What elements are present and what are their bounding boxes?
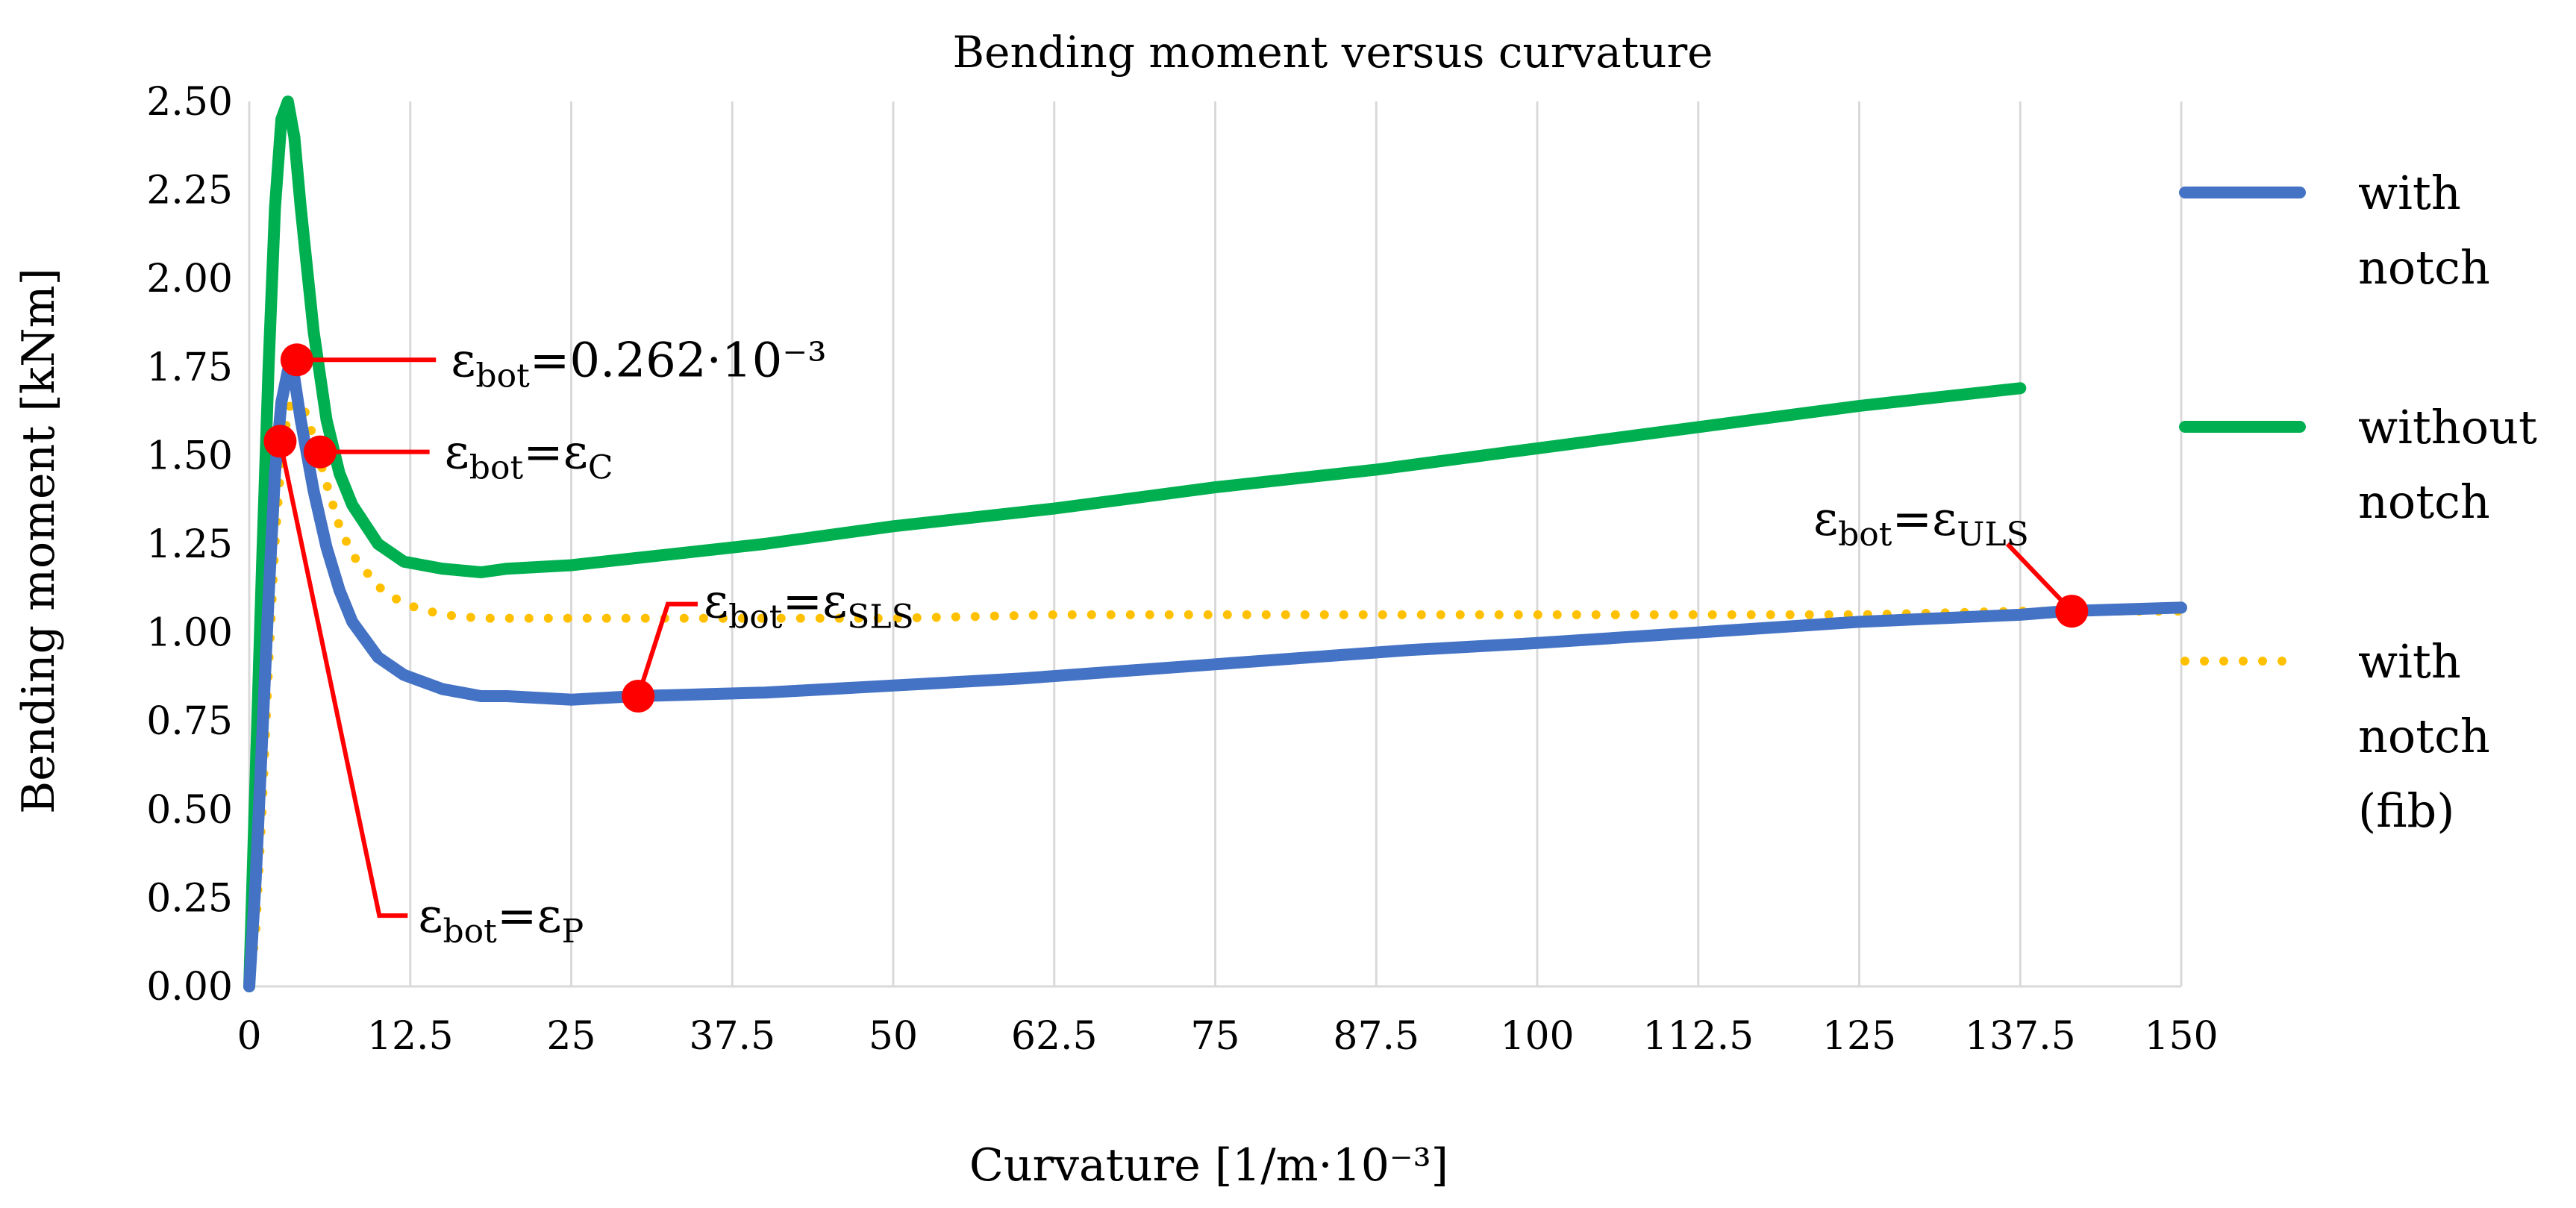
y-axis-title: Bending moment [kNm] <box>13 268 65 814</box>
annotation-label-eps-p: εbot=εP <box>418 889 584 951</box>
annotation-marker <box>263 425 297 458</box>
legend-label: notch <box>2358 240 2490 295</box>
y-tick-label: 1.75 <box>146 345 233 390</box>
vertical-gridlines <box>248 101 2183 986</box>
x-tick-label: 87.5 <box>1333 1014 1419 1059</box>
x-axis-title: Curvature [1/m·10⁻³] <box>969 1139 1448 1192</box>
x-tick-label: 125 <box>1822 1014 1896 1059</box>
x-tick-label: 112.5 <box>1642 1014 1754 1059</box>
series-line-without-notch <box>243 96 2027 992</box>
y-tick-label: 0.25 <box>146 876 233 921</box>
annotation-marker <box>280 343 313 377</box>
legend-label: notch <box>2358 475 2490 529</box>
x-tick-label: 0 <box>237 1014 261 1059</box>
x-tick-label: 75 <box>1190 1014 1239 1059</box>
x-tick-label: 150 <box>2144 1014 2218 1059</box>
y-tick-labels: 0.00 0.25 0.50 0.75 1.00 1.25 1.50 1.75 2.00 2.25… <box>146 80 233 1010</box>
legend-label: with <box>2358 634 2461 689</box>
chart-title: Bending moment versus curvature <box>953 27 1713 78</box>
annotation-label-eps-sls: εbot=εSLS <box>704 575 914 636</box>
legend-label: notch <box>2358 709 2490 763</box>
x-tick-label: 50 <box>869 1014 918 1059</box>
annotation-marker <box>2055 595 2089 628</box>
annotations: εbot=0.262·10⁻³ εbot=εC εbot=εP εbot=εSLS εb… <box>263 333 2089 951</box>
x-tick-label: 137.5 <box>1965 1014 2076 1059</box>
y-tick-label: 1.50 <box>146 434 233 478</box>
y-tick-label: 1.25 <box>146 522 233 567</box>
annotation-label-eps-c: εbot=εC <box>445 425 613 487</box>
y-tick-label: 0.75 <box>146 699 233 744</box>
annotation-label-eps-0262: εbot=0.262·10⁻³ <box>451 333 827 395</box>
legend-label: (fib) <box>2358 783 2454 838</box>
legend-label: with <box>2358 166 2461 220</box>
x-tick-label: 12.5 <box>367 1014 454 1059</box>
annotation-leader <box>636 601 698 697</box>
x-tick-label: 37.5 <box>689 1014 775 1059</box>
y-tick-label: 2.25 <box>146 169 233 213</box>
y-tick-label: 1.00 <box>146 611 233 656</box>
annotation-leader <box>278 440 408 918</box>
legend-label: without <box>2358 400 2537 454</box>
x-tick-labels: 0 12.5 25 37.5 50 62.5 75 87.5 100 112.5 125 137.5 1… <box>237 1014 2218 1059</box>
annotation-marker <box>303 435 337 469</box>
annotation-label-eps-uls: εbot=εULS <box>1813 492 2029 554</box>
y-tick-label: 2.50 <box>146 80 233 125</box>
x-tick-label: 62.5 <box>1011 1014 1098 1059</box>
x-tick-label: 100 <box>1500 1014 1574 1059</box>
y-tick-label: 0.50 <box>146 788 233 833</box>
y-tick-label: 0.00 <box>146 965 233 1010</box>
data-series <box>243 96 2187 992</box>
series-line-with-notch <box>243 364 2187 992</box>
y-tick-label: 2.00 <box>146 257 233 301</box>
series-line-with-notch-fib <box>245 387 2186 991</box>
annotation-marker <box>622 679 655 713</box>
x-tick-label: 25 <box>546 1014 595 1059</box>
legend: with notch without notch with notch (fib) <box>2179 166 2537 838</box>
